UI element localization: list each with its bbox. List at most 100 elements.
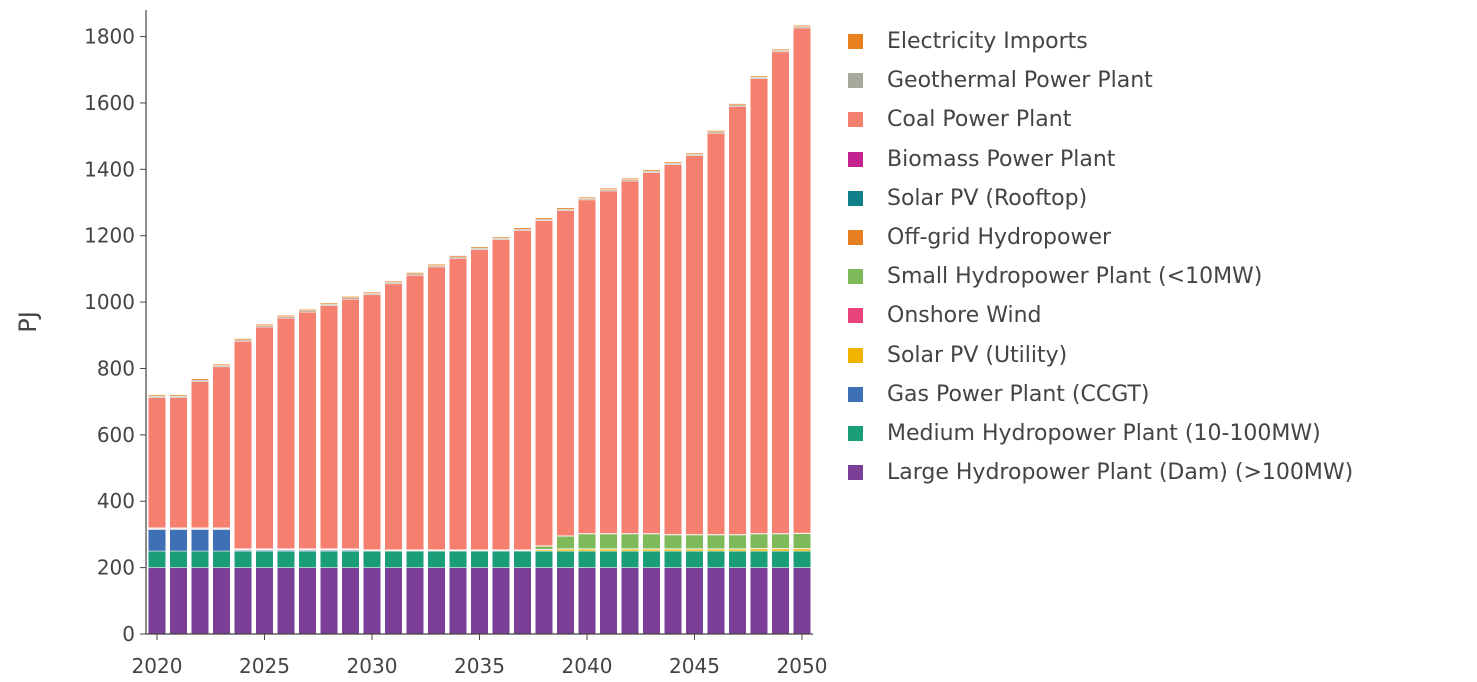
bar-segment	[255, 550, 274, 568]
bar-segment	[513, 550, 532, 568]
bar-segment	[535, 567, 553, 635]
bar-segment	[707, 130, 725, 133]
legend-item[interactable]: Electricity Imports	[848, 22, 1353, 61]
legend-item[interactable]: Coal Power Plant	[848, 100, 1353, 139]
y-tick-label: 200	[97, 556, 135, 580]
legend-label: Gas Power Plant (CCGT)	[887, 381, 1150, 407]
legend-swatch	[848, 269, 863, 285]
legend-item[interactable]: Large Hydropower Plant (Dam) (>100MW)	[848, 453, 1353, 492]
bar-segment	[642, 169, 661, 172]
bar-segment	[728, 567, 747, 635]
bar-segment	[470, 249, 489, 550]
bar-segment	[406, 272, 424, 275]
bar-segment	[406, 550, 424, 568]
bar-segment	[191, 529, 209, 552]
bar-segment	[556, 210, 575, 537]
bar-segment	[298, 550, 317, 568]
bar-segment	[685, 567, 704, 635]
legend-label: Large Hydropower Plant (Dam) (>100MW)	[887, 460, 1354, 486]
bar-segment	[728, 550, 747, 568]
bars-layer	[148, 25, 811, 635]
bar-segment	[513, 227, 532, 230]
bar-segment	[578, 567, 596, 635]
bar-segment	[406, 567, 424, 635]
bar-segment	[234, 338, 252, 341]
bar-segment	[427, 550, 446, 568]
legend-label: Biomass Power Plant	[887, 146, 1116, 172]
legend-item[interactable]: Small Hydropower Plant (<10MW)	[848, 257, 1353, 296]
bar-segment	[191, 381, 209, 529]
bar-segment	[642, 533, 661, 549]
bar-segment	[492, 550, 510, 568]
legend-swatch	[848, 34, 863, 50]
bar-segment	[148, 567, 166, 635]
bar-segment	[728, 534, 747, 549]
bar-segment	[148, 397, 166, 529]
bar-segment	[298, 309, 317, 311]
bar-segment	[212, 363, 231, 366]
bar-segment	[535, 217, 553, 220]
bar-segment	[449, 255, 467, 258]
y-tick-label: 600	[97, 423, 135, 447]
legend-label: Solar PV (Rooftop)	[887, 185, 1088, 211]
legend-swatch	[848, 151, 863, 167]
bar-segment	[707, 550, 725, 568]
legend-item[interactable]: Medium Hydropower Plant (10-100MW)	[848, 414, 1353, 453]
bar-segment	[599, 187, 618, 190]
legend-label: Electricity Imports	[887, 29, 1088, 55]
bar-segment	[793, 27, 811, 534]
legend-item[interactable]: Gas Power Plant (CCGT)	[848, 375, 1353, 414]
legend-item[interactable]: Onshore Wind	[848, 296, 1353, 335]
bar-segment	[169, 394, 188, 397]
bar-segment	[750, 533, 768, 549]
bar-segment	[148, 529, 166, 552]
legend-swatch	[848, 230, 863, 246]
bar-segment	[771, 533, 790, 549]
bar-segment	[599, 533, 618, 549]
legend-item[interactable]: Geothermal Power Plant	[848, 61, 1353, 100]
legend-label: Geothermal Power Plant	[887, 68, 1153, 94]
bar-segment	[169, 529, 188, 552]
bar-segment	[470, 550, 489, 568]
legend-item[interactable]: Biomass Power Plant	[848, 140, 1353, 179]
bar-segment	[298, 567, 317, 635]
bar-segment	[363, 567, 381, 635]
legend-item[interactable]: Solar PV (Utility)	[848, 336, 1353, 375]
bar-segment	[685, 152, 704, 155]
bar-segment	[707, 534, 725, 549]
bar-segment	[234, 341, 252, 549]
bar-segment	[363, 294, 381, 550]
x-tick-label: 2050	[777, 654, 828, 678]
bar-segment	[212, 366, 231, 529]
legend-label: Coal Power Plant	[887, 107, 1072, 133]
bar-segment	[191, 550, 209, 568]
bar-segment	[513, 230, 532, 550]
bar-segment	[427, 567, 446, 635]
legend-label: Onshore Wind	[887, 303, 1042, 329]
bar-segment	[427, 266, 446, 550]
x-tick-label: 2025	[239, 654, 290, 678]
legend-label: Off-grid Hydropower	[887, 225, 1112, 251]
bar-segment	[255, 567, 274, 635]
y-tick-label: 1600	[84, 91, 135, 115]
bar-segment	[664, 534, 682, 549]
bar-segment	[578, 196, 596, 199]
bar-segment	[341, 298, 360, 549]
bar-segment	[320, 567, 338, 635]
bar-segment	[277, 315, 295, 317]
bar-segment	[556, 207, 575, 210]
bar-segment	[169, 397, 188, 529]
bar-segment	[341, 296, 360, 299]
legend-item[interactable]: Off-grid Hydropower	[848, 218, 1353, 257]
bar-segment	[771, 550, 790, 568]
bar-segment	[621, 567, 639, 635]
bar-segment	[728, 106, 747, 535]
bar-segment	[384, 280, 403, 283]
bar-segment	[406, 274, 424, 550]
y-tick-label: 800	[97, 356, 135, 380]
bar-segment	[750, 550, 768, 568]
bar-segment	[578, 199, 596, 534]
bar-segment	[384, 550, 403, 568]
bar-segment	[212, 550, 231, 568]
legend-item[interactable]: Solar PV (Rooftop)	[848, 179, 1353, 218]
